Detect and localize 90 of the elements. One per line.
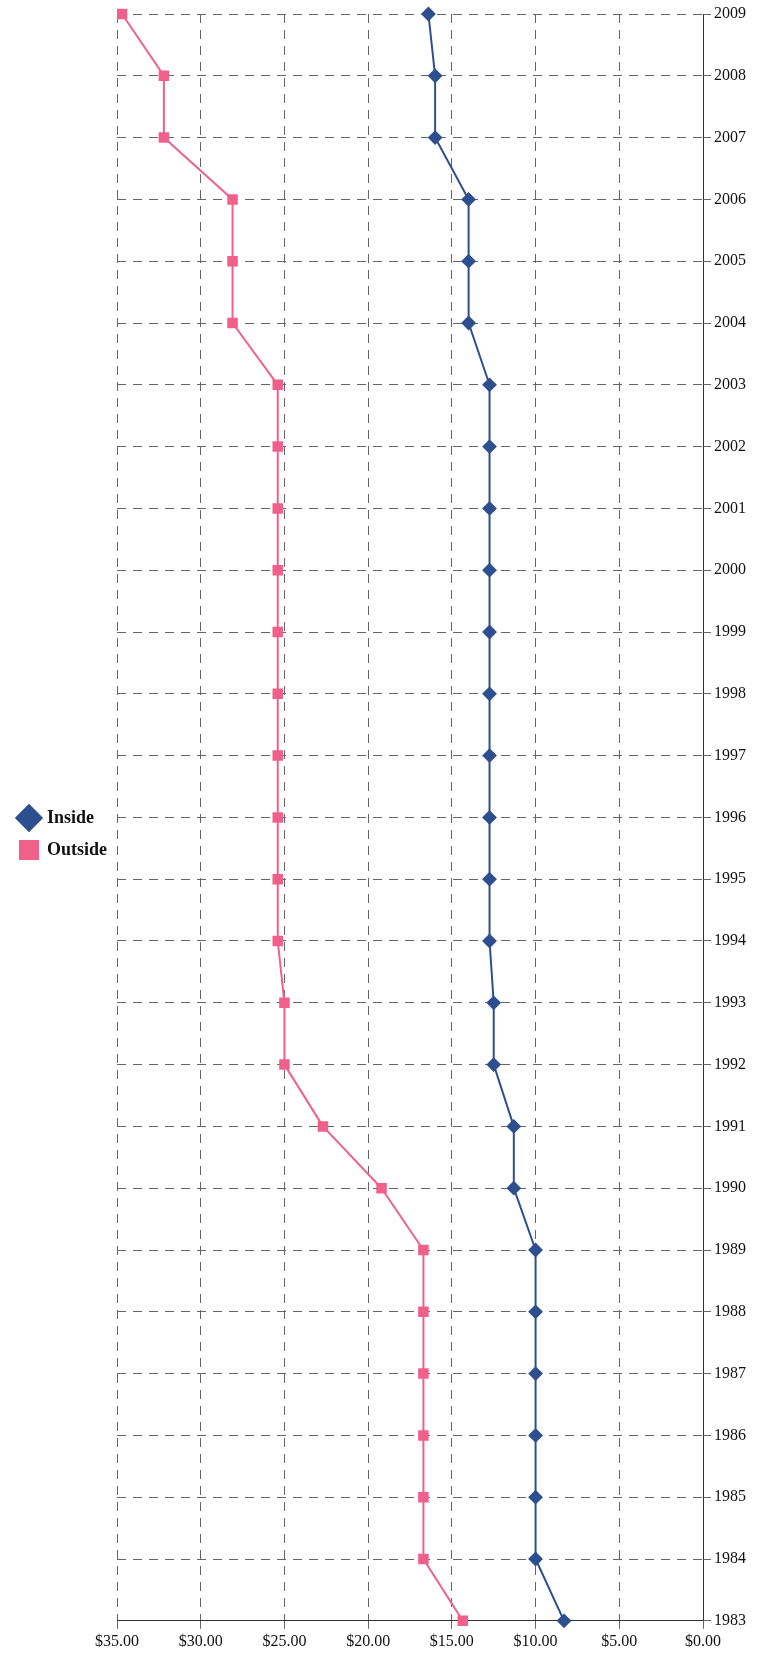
x-tick-label: $35.00 [95, 1631, 140, 1649]
point [421, 7, 436, 21]
point [418, 1553, 429, 1565]
point [272, 935, 283, 947]
point [428, 130, 443, 145]
point [272, 750, 283, 761]
point [418, 1430, 429, 1441]
point [482, 872, 497, 887]
x-tick-label: $25.00 [262, 1631, 307, 1649]
y-tick-label: 1997 [714, 745, 746, 763]
point [418, 1244, 429, 1256]
point [428, 68, 443, 83]
point [486, 995, 501, 1010]
legend-label: Inside [47, 806, 95, 827]
point [482, 625, 497, 639]
y-tick-label: 1994 [714, 931, 746, 949]
point [272, 441, 283, 452]
point [418, 1368, 429, 1379]
point [279, 1059, 290, 1070]
x-tick-label: $30.00 [178, 1631, 223, 1649]
point [272, 812, 283, 823]
point [482, 563, 497, 578]
y-tick-label: 2009 [714, 4, 746, 22]
y-tick-label: 1989 [714, 1240, 746, 1258]
x-tick-label: $5.00 [601, 1631, 638, 1649]
legend-label: Outside [47, 838, 108, 859]
point [461, 192, 476, 207]
point [457, 1615, 468, 1627]
point [272, 503, 283, 514]
y-tick-label: 2006 [714, 189, 746, 207]
point [376, 1182, 387, 1194]
point [272, 626, 283, 638]
y-tick-label: 2002 [714, 436, 746, 454]
y-tick-label: 2008 [714, 66, 746, 83]
y-tick-label: 2000 [714, 560, 746, 578]
point [418, 1491, 429, 1503]
point [227, 317, 238, 329]
point [528, 1552, 543, 1566]
point [158, 70, 170, 82]
y-tick-label: 1993 [714, 993, 746, 1010]
x-tick-label: $15.00 [429, 1631, 474, 1649]
y-tick-label: 2001 [714, 498, 746, 516]
point [482, 934, 497, 948]
point [506, 1119, 521, 1134]
point [482, 439, 497, 454]
y-tick-label: 1985 [714, 1487, 746, 1505]
point [482, 501, 497, 516]
x-tick-label: $0.00 [685, 1631, 721, 1649]
point [482, 686, 497, 701]
point [272, 873, 283, 885]
point [272, 564, 283, 576]
point [528, 1428, 543, 1443]
point [418, 1306, 429, 1318]
y-tick-label: 1988 [714, 1302, 746, 1319]
y-tick-label: 1998 [714, 684, 746, 701]
y-tick-label: 2005 [714, 251, 746, 269]
y-tick-label: 1995 [714, 869, 746, 887]
point [482, 377, 497, 392]
y-tick-label: 1987 [714, 1363, 746, 1381]
y-tick-label: 1999 [714, 622, 746, 640]
y-tick-label: 1990 [714, 1178, 746, 1196]
x-tick-label: $20.00 [346, 1631, 391, 1649]
point [272, 688, 283, 700]
y-tick-label: 1983 [714, 1611, 746, 1628]
y-tick-label: 1996 [714, 807, 746, 825]
point [317, 1121, 329, 1132]
point [506, 1181, 521, 1196]
point [528, 1366, 543, 1381]
point [279, 997, 290, 1009]
point [158, 132, 170, 143]
point [482, 748, 497, 763]
point [528, 1490, 543, 1505]
y-tick-label: 2007 [714, 127, 746, 145]
point [461, 254, 476, 269]
y-tick-label: 2003 [714, 375, 746, 392]
point [461, 316, 476, 330]
point [482, 810, 497, 825]
y-tick-label: 1984 [714, 1549, 746, 1567]
point [528, 1304, 543, 1319]
point [272, 379, 283, 391]
point [227, 194, 238, 205]
point [557, 1613, 572, 1628]
point [227, 255, 238, 267]
y-tick-label: 1986 [714, 1425, 746, 1443]
y-tick-label: 1992 [714, 1054, 746, 1072]
y-tick-label: 1991 [714, 1116, 746, 1134]
x-tick-label: $10.00 [513, 1631, 558, 1649]
y-tick-label: 2004 [714, 313, 746, 331]
point [528, 1243, 543, 1257]
point [486, 1057, 501, 1072]
